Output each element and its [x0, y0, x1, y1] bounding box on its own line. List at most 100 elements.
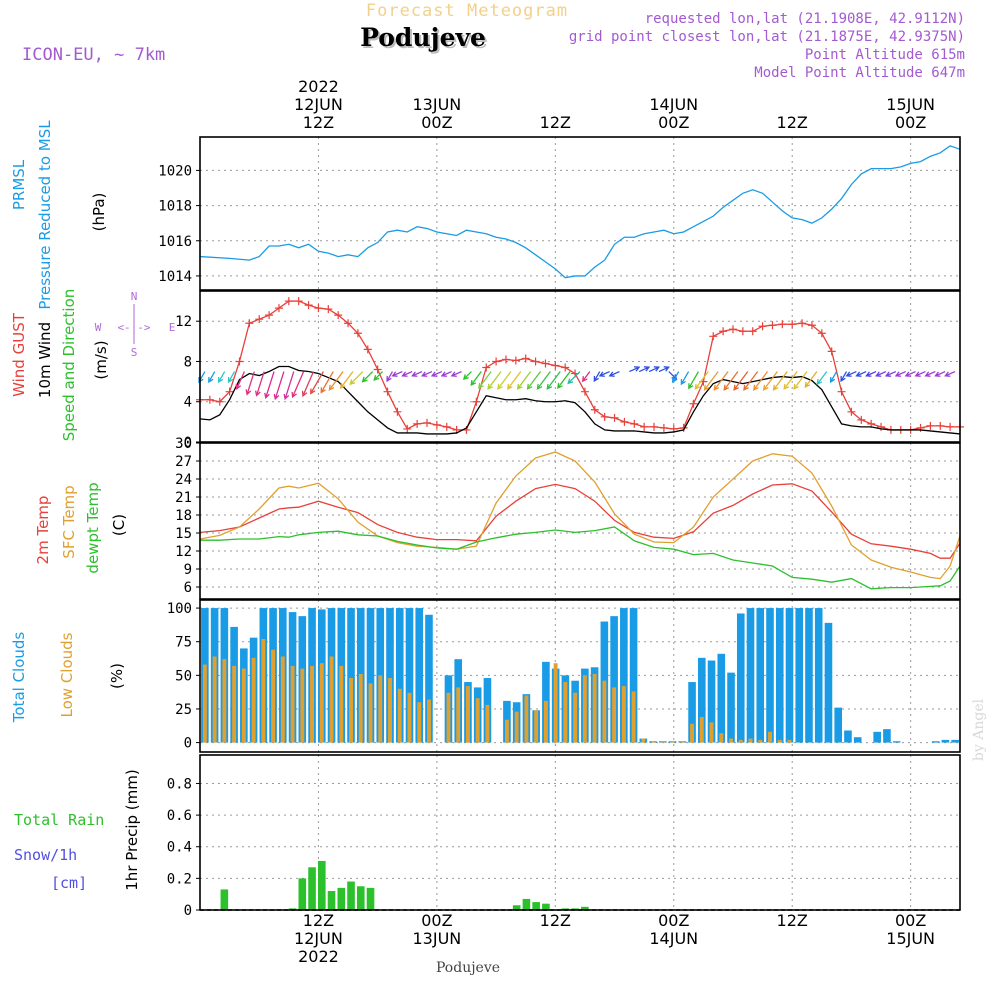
time-label: 00Z — [895, 911, 926, 930]
precipitation-bar — [298, 878, 307, 910]
wind-arrow — [581, 371, 591, 383]
precipitation-bar — [356, 886, 365, 910]
clouds-bar — [738, 739, 743, 743]
wind-arrow — [264, 371, 275, 400]
clouds-bar — [339, 665, 344, 743]
gust-marker — [551, 361, 560, 370]
time-label: 00Z — [658, 113, 689, 132]
clouds-bar — [280, 656, 285, 743]
gust-marker — [501, 355, 510, 364]
y-tick-label: 0 — [184, 435, 192, 451]
clouds-bar — [251, 657, 256, 743]
clouds-bar — [746, 608, 755, 743]
wind-arrow — [339, 371, 354, 389]
clouds-bar — [814, 608, 823, 743]
gust-marker — [363, 345, 372, 354]
precipitation-bar — [366, 887, 375, 910]
precipitation-bars-0 — [220, 860, 589, 910]
gust-marker — [728, 325, 737, 334]
compass-w: W — [95, 321, 102, 334]
wind-arrow — [713, 371, 729, 391]
wind-arrow — [526, 371, 542, 390]
clouds-bar — [699, 717, 704, 743]
location-title-shadow: Podujeve — [362, 25, 488, 54]
wind-arrow — [688, 371, 700, 390]
clouds-bar — [222, 659, 227, 743]
panels: 1014101610181020048126912151821242730025… — [158, 136, 964, 919]
wind-arrow — [217, 371, 226, 384]
clouds-bar — [873, 731, 881, 743]
panel-frame — [199, 599, 961, 753]
temp-label-1: SFC Temp — [60, 485, 78, 558]
y-tick-label: 0.2 — [167, 871, 192, 887]
time-label: 12Z — [777, 113, 808, 132]
wind-arrow — [855, 370, 867, 377]
gust-marker — [600, 412, 609, 421]
clouds-bar — [620, 608, 628, 743]
clouds-bar — [824, 622, 833, 743]
wind-arrow — [703, 371, 719, 391]
wind-arrow — [411, 370, 423, 377]
y-tick-label: 12 — [175, 544, 192, 560]
wind-arrow — [804, 371, 818, 388]
wind-arrow — [462, 371, 472, 381]
gust-marker — [738, 327, 747, 336]
wind-arrow — [875, 370, 887, 377]
wind-arrow — [235, 371, 246, 391]
y-tick-label: 27 — [175, 454, 192, 470]
gust-marker — [580, 387, 589, 396]
clouds-bar — [736, 613, 745, 743]
wind-arrow — [208, 371, 216, 384]
clouds-bar — [748, 738, 753, 743]
gust-marker — [847, 407, 856, 416]
clouds-bar — [475, 698, 480, 743]
clouds-bar — [300, 668, 305, 743]
wind-arrow — [254, 371, 265, 397]
gust-marker — [659, 423, 668, 432]
wind-label-2: Speed and Direction — [60, 289, 78, 442]
gust-marker — [344, 319, 353, 328]
wind-arrow — [845, 370, 857, 377]
wind-arrow — [536, 371, 551, 390]
clouds-bar — [553, 663, 558, 743]
wind-arrow — [301, 371, 315, 398]
gust-marker — [255, 315, 264, 324]
clouds-bar — [631, 691, 636, 743]
wind-arrow — [349, 371, 364, 386]
product-title: Forecast Meteogram — [366, 1, 568, 21]
wind-arrow — [865, 370, 877, 377]
time-label: 14JUN — [649, 929, 698, 948]
wind-arrow — [772, 371, 788, 391]
precipitation-bar — [337, 887, 346, 910]
gust-marker — [492, 357, 501, 366]
time-label: 12Z — [540, 113, 571, 132]
wind-arrow — [743, 371, 759, 391]
gust-marker — [245, 319, 254, 328]
clouds-bar — [446, 692, 451, 743]
time-label: 14JUN — [649, 95, 698, 114]
clouds-bar — [931, 741, 940, 743]
pressure-label-2: (hPa) — [90, 193, 108, 232]
time-label: 12Z — [777, 911, 808, 930]
gust-marker — [620, 417, 629, 426]
wind-arrow — [245, 371, 255, 396]
clouds-bar — [629, 608, 638, 743]
precip-label-1: Snow/1h — [14, 846, 77, 864]
gust-marker — [294, 297, 303, 306]
clouds-bar — [212, 656, 217, 743]
wind-arrow — [914, 370, 926, 377]
clouds-bar — [543, 700, 548, 743]
gust-marker — [640, 422, 649, 431]
clouds-bar — [951, 739, 959, 743]
gust-marker — [817, 329, 826, 338]
pressure-line — [199, 145, 961, 279]
clouds-bar — [417, 702, 422, 743]
clouds-bar — [397, 688, 402, 743]
clouds-label-1: Low Clouds — [58, 632, 76, 717]
clouds-bar — [717, 653, 726, 743]
wind-arrow — [227, 371, 236, 384]
gust-marker — [521, 354, 530, 363]
time-label: 12Z — [303, 911, 334, 930]
y-tick-label: 15 — [175, 526, 192, 542]
clouds-bar — [941, 739, 950, 743]
